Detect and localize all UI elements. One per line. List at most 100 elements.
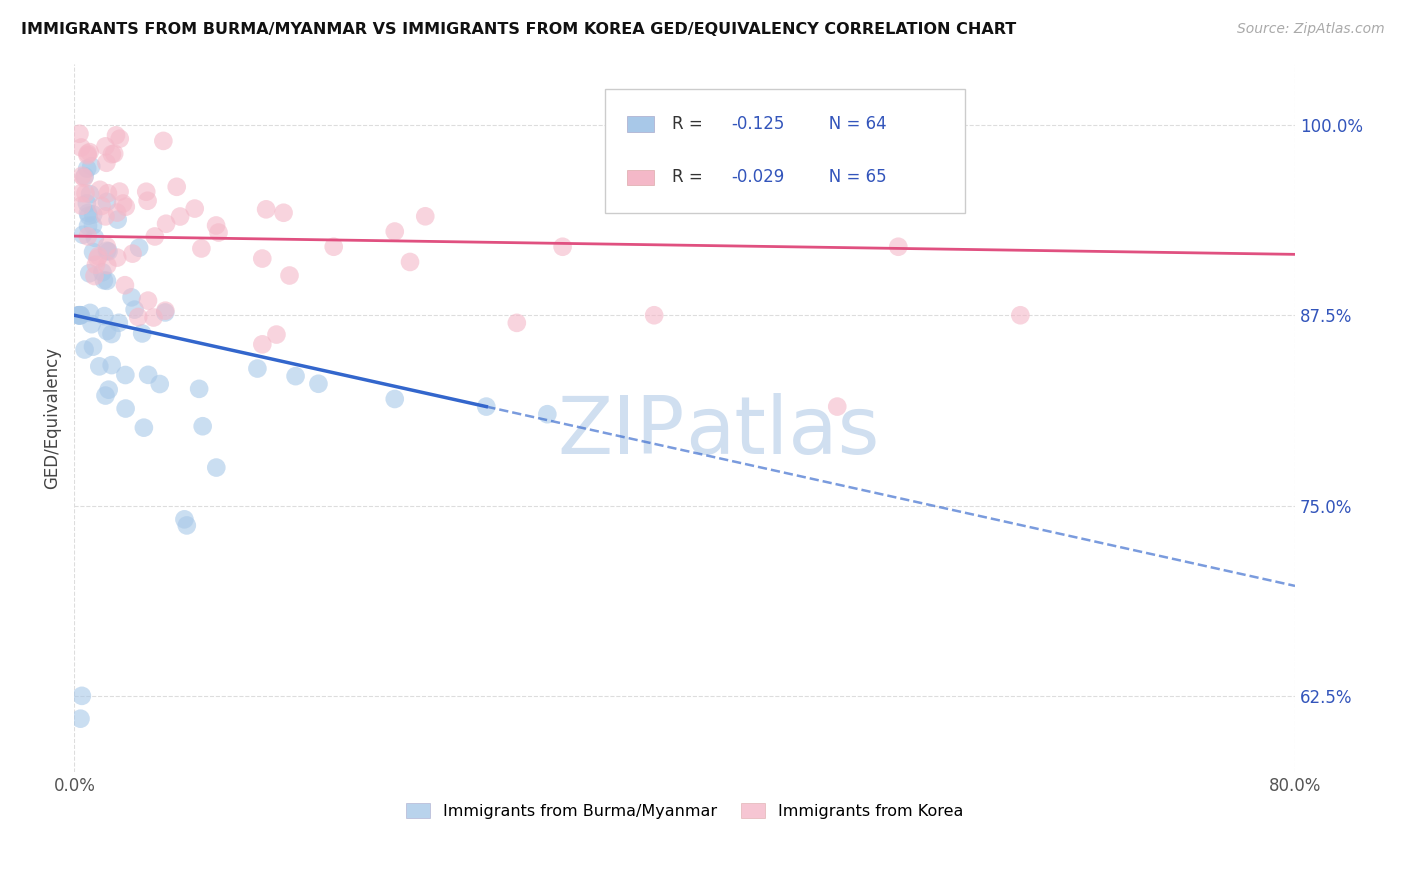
Point: [252, 337, 274, 351]
Point: [114, 368, 136, 382]
Point: [79, 266, 101, 280]
FancyBboxPatch shape: [627, 117, 654, 132]
Point: [73, 170, 96, 185]
Point: [205, 460, 228, 475]
Point: [73, 169, 96, 184]
Point: [322, 240, 344, 254]
Point: [97, 383, 120, 397]
Point: [75, 186, 97, 201]
Point: [103, 146, 125, 161]
Text: atlas: atlas: [685, 393, 879, 471]
Point: [96, 155, 118, 169]
Point: [136, 293, 159, 308]
Point: [80, 160, 103, 174]
Point: [399, 255, 422, 269]
Point: [84, 258, 107, 272]
Point: [89, 359, 111, 374]
Point: [70, 199, 93, 213]
Point: [76, 161, 98, 176]
Text: N = 65: N = 65: [813, 169, 886, 186]
Point: [82, 340, 104, 354]
Point: [67, 308, 90, 322]
FancyBboxPatch shape: [627, 169, 654, 186]
Point: [155, 217, 177, 231]
Point: [76, 148, 98, 162]
Text: Source: ZipAtlas.com: Source: ZipAtlas.com: [1237, 22, 1385, 37]
Point: [384, 392, 406, 406]
Point: [155, 305, 177, 319]
Point: [246, 361, 269, 376]
Text: -0.125: -0.125: [731, 115, 785, 133]
Point: [128, 241, 150, 255]
Point: [90, 199, 112, 213]
Point: [80, 317, 103, 331]
Point: [84, 231, 107, 245]
Point: [101, 147, 124, 161]
Point: [89, 183, 111, 197]
Point: [82, 219, 104, 233]
Point: [173, 512, 195, 526]
Point: [70, 689, 93, 703]
Point: [152, 134, 174, 148]
Point: [190, 242, 212, 256]
Text: R =: R =: [672, 115, 709, 133]
Point: [93, 273, 115, 287]
Point: [87, 249, 110, 263]
Point: [114, 200, 136, 214]
Point: [82, 244, 104, 259]
Point: [136, 368, 159, 382]
Point: [67, 308, 90, 322]
Point: [825, 400, 848, 414]
Point: [86, 252, 108, 266]
Point: [191, 419, 214, 434]
Point: [108, 316, 131, 330]
Point: [96, 324, 118, 338]
Text: -0.029: -0.029: [731, 169, 785, 186]
Text: N = 64: N = 64: [813, 115, 886, 133]
Point: [176, 518, 198, 533]
Point: [205, 219, 228, 233]
Point: [73, 343, 96, 357]
Legend: Immigrants from Burma/Myanmar, Immigrants from Korea: Immigrants from Burma/Myanmar, Immigrant…: [399, 797, 970, 825]
Text: IMMIGRANTS FROM BURMA/MYANMAR VS IMMIGRANTS FROM KOREA GED/EQUIVALENCY CORRELATI: IMMIGRANTS FROM BURMA/MYANMAR VS IMMIGRA…: [21, 22, 1017, 37]
Point: [135, 185, 157, 199]
Point: [131, 326, 153, 341]
Point: [96, 244, 118, 258]
Point: [77, 219, 100, 233]
Point: [551, 240, 574, 254]
Point: [273, 206, 295, 220]
Point: [114, 278, 136, 293]
Point: [475, 400, 498, 414]
Point: [105, 205, 128, 219]
Point: [77, 209, 100, 223]
Point: [384, 225, 406, 239]
Point: [121, 246, 143, 260]
FancyBboxPatch shape: [606, 89, 966, 212]
Point: [79, 306, 101, 320]
Point: [96, 239, 118, 253]
Point: [94, 388, 117, 402]
Point: [643, 308, 665, 322]
Point: [112, 196, 135, 211]
Point: [94, 139, 117, 153]
Point: [96, 194, 118, 209]
Point: [70, 169, 93, 183]
Point: [252, 252, 274, 266]
Point: [105, 128, 128, 143]
Point: [97, 244, 120, 259]
Point: [143, 229, 166, 244]
Point: [166, 179, 188, 194]
Point: [76, 196, 98, 211]
Point: [94, 210, 117, 224]
Point: [413, 209, 436, 223]
Point: [70, 140, 93, 154]
Point: [82, 207, 104, 221]
Point: [142, 310, 165, 325]
Point: [70, 186, 93, 200]
Point: [127, 310, 149, 324]
Point: [183, 202, 205, 216]
Point: [67, 308, 90, 322]
Text: ZIP: ZIP: [557, 393, 685, 471]
Point: [124, 302, 146, 317]
Point: [136, 194, 159, 208]
